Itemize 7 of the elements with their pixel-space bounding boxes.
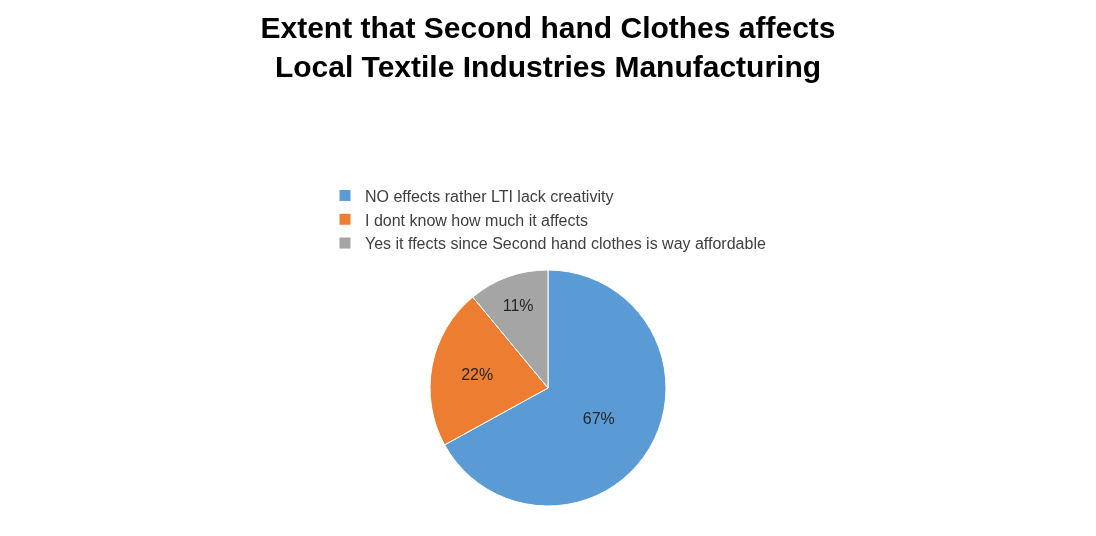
legend-label: I dont know how much it affects	[365, 211, 588, 229]
legend-label: Yes it ffects since Second hand clothes is way affordable	[365, 235, 766, 253]
legend-label: NO effects rather LTI lack creativity	[365, 187, 614, 205]
data-label: 22%	[461, 366, 494, 383]
chart-title: Extent that Second hand Clothes affects Local Textile Industries Manufacturing	[260, 10, 836, 83]
data-label: 11%	[502, 296, 534, 314]
data-label: 67%	[582, 409, 615, 427]
